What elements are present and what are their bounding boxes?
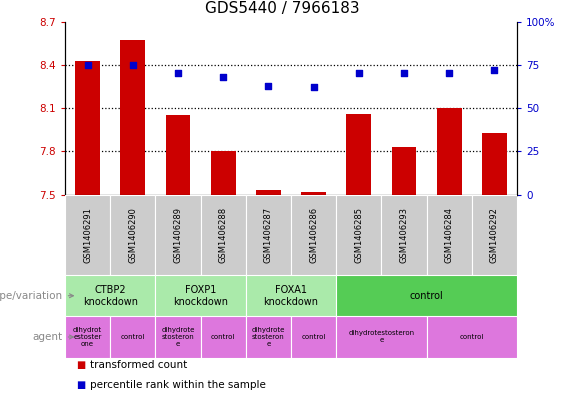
Text: GSM1406286: GSM1406286	[309, 207, 318, 263]
Text: ■: ■	[76, 380, 85, 390]
Text: GSM1406291: GSM1406291	[83, 207, 92, 263]
Text: dihydrotestosteron
e: dihydrotestosteron e	[348, 331, 415, 343]
Bar	[346, 114, 371, 195]
Bar	[65, 195, 110, 275]
Bar	[155, 316, 201, 358]
Bar	[155, 195, 201, 275]
Point	[219, 74, 228, 80]
Point	[128, 62, 137, 68]
Bar	[120, 40, 145, 195]
Bar	[110, 195, 155, 275]
Bar	[336, 275, 517, 316]
Bar	[301, 192, 326, 195]
Point	[173, 70, 182, 77]
Point	[445, 70, 454, 77]
Text: control: control	[410, 291, 444, 301]
Point	[264, 83, 273, 89]
Text: GSM1406290: GSM1406290	[128, 207, 137, 263]
Text: GSM1406288: GSM1406288	[219, 207, 228, 263]
Text: control: control	[120, 334, 145, 340]
Text: dihydrot
estoster
one: dihydrot estoster one	[73, 327, 102, 347]
Text: FOXP1
knockdown: FOXP1 knockdown	[173, 285, 228, 307]
Point	[83, 62, 92, 68]
Text: GSM1406284: GSM1406284	[445, 207, 454, 263]
Text: GSM1406293: GSM1406293	[399, 207, 408, 263]
Bar	[336, 316, 427, 358]
Text: agent: agent	[32, 332, 62, 342]
Bar	[211, 151, 236, 195]
Text: control: control	[301, 334, 326, 340]
Point	[309, 84, 318, 90]
Text: CTBP2
knockdown: CTBP2 knockdown	[82, 285, 138, 307]
Text: FOXA1
knockdown: FOXA1 knockdown	[263, 285, 319, 307]
Bar	[201, 195, 246, 275]
Point	[490, 67, 499, 73]
Bar	[427, 316, 517, 358]
Text: transformed count: transformed count	[90, 360, 188, 371]
Bar	[246, 275, 336, 316]
Text: dihydrote
stosteron
e: dihydrote stosteron e	[251, 327, 285, 347]
Bar	[291, 195, 336, 275]
Text: GSM1406285: GSM1406285	[354, 207, 363, 263]
Bar	[246, 316, 291, 358]
Text: control: control	[459, 334, 484, 340]
Bar	[110, 316, 155, 358]
Bar	[472, 195, 517, 275]
Text: GSM1406289: GSM1406289	[173, 207, 182, 263]
Bar	[65, 316, 110, 358]
Bar	[246, 195, 291, 275]
Text: percentile rank within the sample: percentile rank within the sample	[90, 380, 266, 390]
Text: GDS5440 / 7966183: GDS5440 / 7966183	[205, 1, 360, 16]
Text: genotype/variation: genotype/variation	[0, 291, 62, 301]
Bar	[166, 115, 190, 195]
Point	[354, 70, 363, 77]
Text: ■: ■	[76, 360, 85, 371]
Point	[399, 70, 408, 77]
Text: GSM1406287: GSM1406287	[264, 207, 273, 263]
Bar	[155, 275, 246, 316]
Text: control: control	[211, 334, 236, 340]
Bar	[392, 147, 416, 195]
Bar	[437, 108, 462, 195]
Text: dihydrote
stosteron
e: dihydrote stosteron e	[161, 327, 195, 347]
Bar	[381, 195, 427, 275]
Text: GSM1406292: GSM1406292	[490, 207, 499, 263]
Bar	[201, 316, 246, 358]
Bar	[256, 190, 281, 195]
Bar	[427, 195, 472, 275]
Bar	[291, 316, 336, 358]
Bar	[75, 61, 100, 195]
Bar	[336, 195, 381, 275]
Bar	[482, 132, 507, 195]
Bar	[65, 275, 155, 316]
